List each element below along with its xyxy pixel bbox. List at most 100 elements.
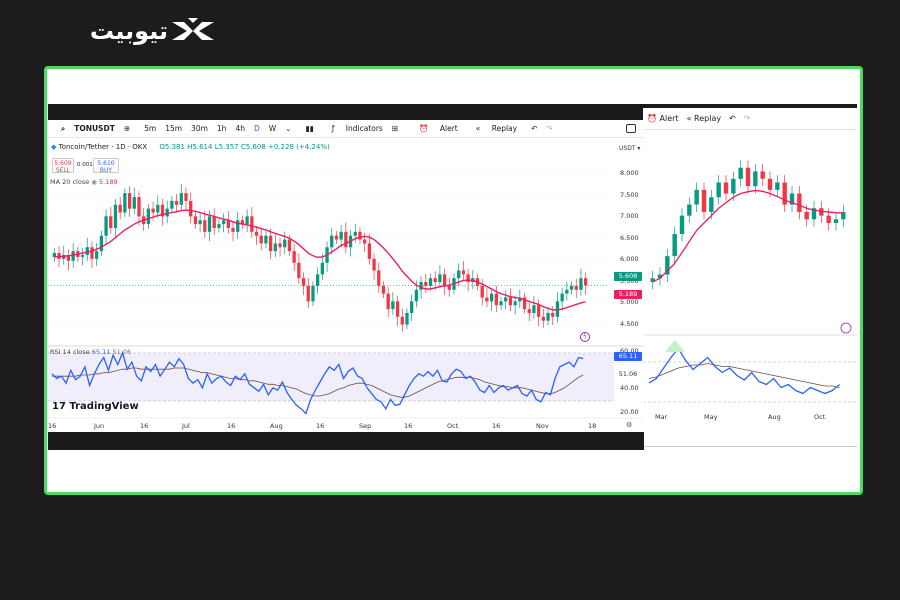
candle-body: [405, 312, 409, 325]
replay-icon: «: [475, 124, 481, 133]
back-flash-icon: [840, 322, 852, 334]
layouts-icon[interactable]: ⊞: [391, 124, 399, 133]
candle-body: [273, 243, 277, 252]
candle-body: [254, 231, 259, 236]
undo-icon[interactable]: ↶: [729, 114, 736, 123]
back-x-tick-2: Aug: [768, 413, 781, 421]
candle-body: [565, 289, 569, 294]
chart-legend: ◆ Toncoin/Tether · 1D · OKX O5.381 H5.61…: [51, 143, 330, 151]
candle-body: [316, 274, 320, 286]
interval-5m[interactable]: 5m: [144, 124, 157, 133]
x-tick-label: 16: [404, 422, 413, 430]
back-replay-button[interactable]: « Replay: [687, 114, 722, 123]
candle-body: [264, 235, 268, 244]
candle-type-icon[interactable]: ▮▮: [305, 124, 314, 133]
currency-selector[interactable]: USDT ▾: [619, 145, 641, 152]
price-tick-7: 4.500: [620, 320, 639, 328]
back-candle-body: [782, 182, 787, 205]
ma-label: MA 20 close: [50, 178, 90, 186]
replay-button[interactable]: « Replay: [467, 124, 517, 133]
candle-body: [80, 255, 85, 257]
candle-body: [118, 204, 122, 213]
candle-body: [179, 193, 183, 205]
interval-d[interactable]: D: [253, 124, 260, 133]
rsi-ma-tag: 51.06: [614, 370, 642, 379]
indicators-button[interactable]: ƒ Indicators: [323, 124, 383, 133]
alert-button[interactable]: ⏰ Alert: [410, 124, 458, 133]
eye-icon[interactable]: ◉: [91, 178, 97, 186]
back-alert-button[interactable]: ⏰ Alert: [647, 114, 679, 123]
back-candle-body: [687, 204, 692, 216]
candle-body: [137, 197, 141, 217]
candle-body: [334, 235, 339, 240]
back-candle-body: [819, 208, 824, 216]
redo-icon[interactable]: ↷: [546, 124, 553, 133]
candle-body: [541, 316, 545, 321]
candle-body: [184, 193, 188, 201]
x-tick-label: 18: [588, 422, 597, 430]
interval-1h[interactable]: 1h: [216, 124, 227, 133]
rsi-line: [51, 350, 584, 415]
candle-body: [532, 305, 536, 313]
candle-body: [438, 274, 442, 283]
x-tick-label: Nov: [536, 422, 549, 430]
interval-w[interactable]: W: [268, 124, 277, 133]
back-candle-body: [679, 215, 685, 235]
sell-button[interactable]: 5.609 SELL: [52, 158, 74, 174]
symbol-label: TONUSDT: [74, 123, 115, 133]
candle-body: [466, 274, 470, 283]
ohlc-readout: O5.381 H5.614 L5.357 C5.608 +0.228 (+4.2…: [159, 143, 330, 151]
back-candle-body: [797, 193, 802, 212]
fullscreen-icon[interactable]: [626, 124, 636, 133]
candle-body: [287, 239, 292, 252]
interval-30m[interactable]: 30m: [191, 124, 208, 133]
main-footer-bar: [48, 432, 644, 450]
back-candle-body: [745, 167, 751, 187]
buy-button[interactable]: 5.610 BUY: [93, 158, 119, 174]
back-candle-body: [767, 178, 773, 190]
symbol-search[interactable]: ⌕ TONUSDT: [52, 124, 115, 134]
flash-icon[interactable]: ϟ: [580, 332, 590, 342]
candle-body: [489, 293, 494, 302]
back-x-tick-1: May: [704, 413, 718, 421]
replay-label: Replay: [491, 124, 518, 133]
candle-body: [363, 239, 367, 244]
tradingview-icon: 17: [52, 401, 66, 412]
interval-4h[interactable]: 4h: [235, 124, 245, 133]
add-symbol-icon[interactable]: ⊕: [123, 124, 131, 133]
candle-body: [231, 227, 235, 232]
candle-body: [311, 285, 315, 302]
chevron-down-icon[interactable]: ⌄: [285, 124, 292, 133]
settings-icon[interactable]: ⚙: [626, 421, 633, 429]
rsi-tick-0: 60.00: [620, 347, 639, 355]
candle-body: [62, 255, 66, 259]
back-candle-body: [804, 211, 809, 220]
candle-body: [104, 216, 108, 236]
back-replay-label: Replay: [694, 114, 722, 123]
candle-body: [428, 278, 433, 286]
candle-body: [447, 285, 451, 290]
candle-body: [391, 301, 395, 310]
back-candle-body: [701, 189, 707, 212]
candle-body: [245, 216, 249, 225]
candle-body: [189, 200, 193, 217]
redo-icon[interactable]: ↷: [743, 114, 751, 123]
candle-body: [212, 216, 216, 228]
back-candle-body: [833, 219, 839, 223]
candle-body: [236, 220, 240, 232]
undo-icon[interactable]: ↶: [531, 124, 538, 133]
x-tick-label: 16: [48, 422, 57, 430]
back-toolbar: ⏰ Alert « Replay ↶ ↷: [643, 108, 857, 130]
candle-body: [386, 293, 390, 310]
candle-body: [113, 204, 118, 228]
candle-body: [513, 301, 517, 306]
x-tick-label: 16: [140, 422, 149, 430]
rsi-value-tag: 65.11: [614, 352, 642, 361]
candle-body: [85, 247, 89, 255]
candle-body: [283, 239, 287, 248]
interval-15m[interactable]: 15m: [165, 124, 183, 133]
candle-body: [160, 204, 165, 217]
candle-body: [221, 220, 226, 225]
candle-body: [410, 301, 414, 313]
x-tick-label: Aug: [270, 422, 283, 430]
